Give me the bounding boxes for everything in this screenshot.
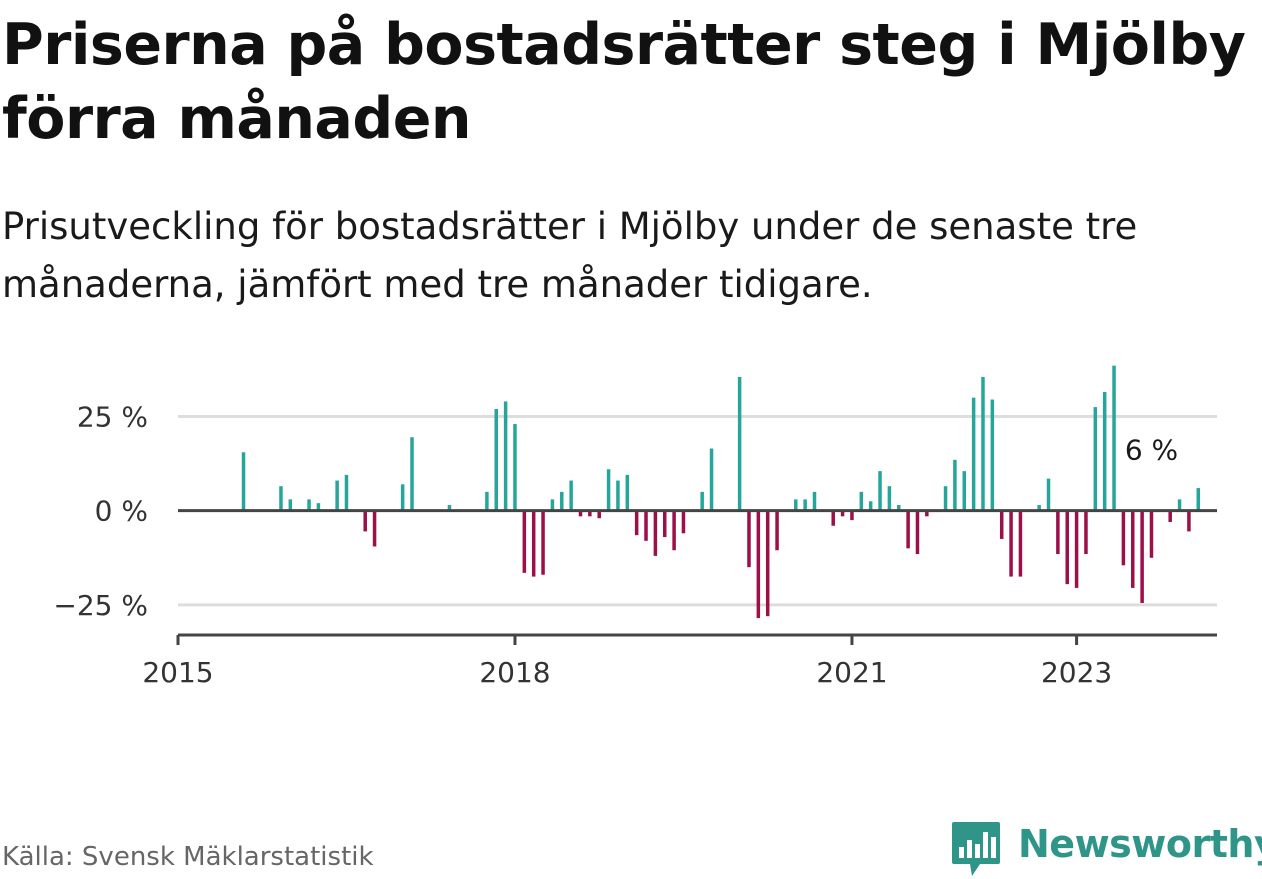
bar	[494, 408, 499, 511]
bar	[1196, 488, 1201, 511]
bar	[1168, 510, 1172, 522]
bar	[859, 491, 864, 511]
bar	[803, 499, 807, 511]
bar	[765, 510, 770, 617]
newsworthy-logo-icon	[952, 822, 1000, 876]
bar	[775, 510, 779, 551]
bar	[812, 491, 817, 511]
bar	[531, 510, 536, 577]
bar	[288, 499, 293, 511]
y-tick-label: 25 %	[77, 401, 148, 434]
bar	[1102, 392, 1107, 511]
bar	[653, 510, 658, 556]
bar	[681, 510, 686, 534]
bar	[1140, 510, 1144, 603]
bar	[625, 474, 630, 511]
newsworthy-logo: Newsworthy	[950, 820, 1262, 876]
bar	[485, 491, 489, 511]
bar	[578, 510, 583, 517]
y-tick-label: 0 %	[95, 495, 148, 528]
bar	[372, 510, 377, 547]
bar	[999, 510, 1004, 539]
bar	[794, 499, 798, 511]
bar	[662, 510, 667, 538]
source-note: Källa: Svensk Mäklarstatistik	[2, 842, 374, 872]
bar	[550, 499, 555, 511]
bar	[447, 505, 452, 511]
bar	[616, 480, 620, 511]
bar	[1112, 365, 1116, 511]
bar	[962, 471, 967, 511]
bar	[1093, 407, 1098, 511]
bar	[990, 399, 995, 511]
bar	[850, 510, 854, 521]
bar	[400, 484, 405, 511]
bar	[943, 486, 948, 511]
bar	[709, 448, 714, 511]
y-tick-label: −25 %	[53, 589, 148, 622]
bar	[1046, 478, 1051, 511]
bar	[1131, 510, 1135, 588]
bar	[634, 510, 639, 536]
bar	[1074, 510, 1079, 588]
x-tick-label: 2015	[142, 656, 213, 689]
bar	[672, 510, 676, 551]
chart-title: Priserna på bostadsrätter steg i Mjölby …	[2, 12, 1246, 152]
bar	[1037, 505, 1041, 511]
bar	[953, 459, 957, 511]
bar	[606, 469, 611, 511]
bar	[1121, 510, 1126, 566]
bar	[896, 505, 901, 511]
brand-name: Newsworthy	[1018, 822, 1262, 866]
bar	[597, 510, 601, 519]
bar	[241, 452, 246, 511]
bar	[747, 510, 751, 568]
bar	[541, 510, 545, 575]
bar	[363, 510, 367, 532]
bar	[513, 424, 517, 511]
x-tick-label: 2023	[1041, 656, 1112, 689]
bar	[831, 510, 835, 526]
bar	[522, 510, 527, 573]
x-tick-label: 2018	[479, 656, 550, 689]
bar	[868, 501, 873, 511]
bar	[1177, 499, 1182, 511]
bar	[279, 486, 283, 511]
bar	[503, 401, 508, 511]
bar	[569, 480, 573, 511]
bar	[906, 510, 910, 549]
bar	[1009, 510, 1013, 577]
bar	[1056, 510, 1060, 555]
annotation-label: 6 %	[1125, 434, 1178, 467]
bar	[588, 510, 592, 517]
bar	[981, 376, 985, 511]
bar	[1084, 510, 1088, 555]
bar	[410, 437, 414, 511]
bar	[925, 510, 929, 517]
bar	[887, 486, 892, 511]
bar	[560, 491, 564, 511]
bar	[1065, 510, 1069, 585]
bar-chart: 25 % 0 % −25 % 2015 2018 2021 2023 6 %	[53, 365, 1217, 689]
x-tick-label: 2021	[816, 656, 887, 689]
bar	[1018, 510, 1023, 577]
bar	[644, 510, 648, 541]
bar	[756, 510, 761, 619]
bar	[915, 510, 920, 555]
bar	[1187, 510, 1191, 532]
bar	[971, 397, 976, 511]
bar	[316, 503, 321, 511]
bar	[1149, 510, 1154, 558]
bar	[737, 376, 742, 511]
bar	[335, 480, 339, 511]
bar	[344, 474, 349, 511]
bar	[307, 499, 311, 511]
bar	[700, 491, 704, 511]
chart-subtitle: Prisutveckling för bostadsrätter i Mjölb…	[2, 205, 1138, 306]
bar	[840, 510, 845, 517]
bar	[878, 471, 882, 511]
